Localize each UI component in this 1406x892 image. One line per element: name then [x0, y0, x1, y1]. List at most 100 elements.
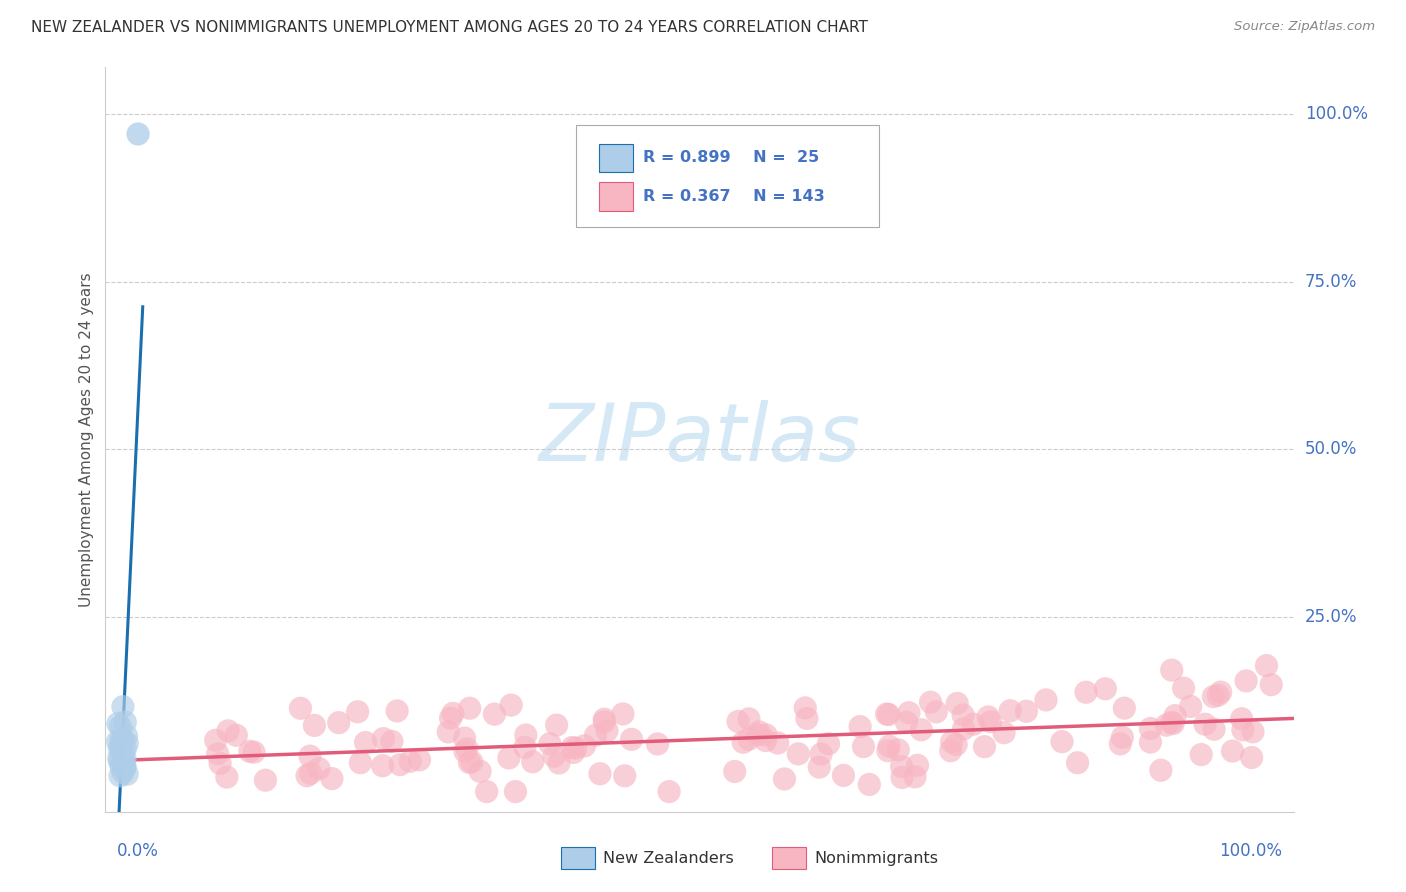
Point: [108, 754, 131, 768]
Point: [304, 718, 326, 732]
Text: New Zealanders: New Zealanders: [603, 851, 734, 865]
Point: [941, 735, 963, 749]
Point: [877, 707, 900, 722]
Point: [111, 756, 134, 771]
Point: [1050, 734, 1073, 748]
Point: [1154, 718, 1177, 732]
Point: [904, 770, 927, 784]
Point: [371, 758, 394, 772]
Point: [1066, 756, 1088, 770]
Point: [849, 720, 872, 734]
Point: [1150, 763, 1173, 777]
Point: [748, 724, 770, 739]
Point: [408, 753, 430, 767]
Point: [1139, 735, 1161, 749]
Point: [897, 706, 920, 720]
Point: [658, 784, 681, 798]
Point: [461, 755, 484, 769]
Point: [110, 741, 132, 756]
Point: [1234, 673, 1257, 688]
Point: [111, 735, 134, 749]
Point: [453, 731, 475, 745]
Point: [1202, 723, 1225, 737]
Point: [1202, 690, 1225, 704]
Point: [977, 710, 1000, 724]
Text: ZIPatlas: ZIPatlas: [538, 401, 860, 478]
Point: [111, 732, 134, 747]
Point: [755, 728, 778, 742]
Point: [946, 697, 969, 711]
Point: [107, 716, 129, 731]
Point: [808, 760, 831, 774]
Point: [207, 747, 229, 761]
Point: [1230, 712, 1253, 726]
Point: [907, 758, 929, 772]
Point: [612, 706, 634, 721]
Point: [515, 728, 537, 742]
Point: [1241, 724, 1264, 739]
Point: [114, 741, 136, 756]
Point: [346, 705, 368, 719]
Point: [796, 711, 818, 725]
Point: [108, 751, 131, 765]
Point: [1194, 717, 1216, 731]
Text: R = 0.899    N =  25: R = 0.899 N = 25: [643, 151, 818, 165]
Point: [787, 747, 810, 761]
Point: [115, 767, 138, 781]
Point: [1232, 723, 1254, 737]
Point: [548, 756, 571, 770]
Point: [209, 756, 232, 771]
Point: [1035, 693, 1057, 707]
Point: [852, 739, 875, 754]
Point: [596, 723, 619, 738]
Point: [620, 732, 643, 747]
Point: [127, 127, 149, 141]
Text: 75.0%: 75.0%: [1305, 273, 1357, 291]
Point: [910, 723, 932, 737]
Point: [887, 743, 910, 757]
Point: [299, 749, 322, 764]
Point: [1222, 744, 1244, 758]
Point: [475, 784, 498, 798]
Point: [458, 701, 481, 715]
Point: [817, 737, 839, 751]
Point: [321, 772, 343, 786]
Point: [858, 777, 880, 791]
Point: [561, 740, 583, 755]
Point: [1260, 678, 1282, 692]
Point: [755, 733, 778, 747]
Point: [108, 741, 131, 756]
Point: [114, 760, 136, 774]
Point: [389, 757, 412, 772]
Point: [877, 739, 900, 754]
Point: [945, 738, 967, 752]
Text: 25.0%: 25.0%: [1305, 608, 1357, 626]
Point: [794, 701, 817, 715]
Point: [896, 715, 918, 730]
Point: [1209, 685, 1232, 699]
Point: [876, 744, 898, 758]
Point: [613, 769, 636, 783]
Text: R = 0.367    N = 143: R = 0.367 N = 143: [643, 189, 824, 203]
Point: [1074, 685, 1097, 699]
Point: [243, 745, 266, 759]
Point: [546, 718, 568, 732]
Point: [399, 754, 422, 768]
Point: [980, 714, 1002, 729]
Point: [456, 741, 478, 756]
Point: [115, 729, 138, 743]
Point: [952, 708, 974, 723]
Point: [501, 698, 523, 712]
Point: [952, 722, 974, 736]
Point: [114, 715, 136, 730]
Point: [1139, 722, 1161, 736]
Point: [538, 737, 561, 751]
Point: [738, 732, 761, 747]
Point: [1000, 704, 1022, 718]
Point: [110, 719, 132, 733]
Point: [973, 739, 995, 754]
Point: [111, 699, 134, 714]
Text: NEW ZEALANDER VS NONIMMIGRANTS UNEMPLOYMENT AMONG AGES 20 TO 24 YEARS CORRELATIO: NEW ZEALANDER VS NONIMMIGRANTS UNEMPLOYM…: [31, 20, 868, 35]
Point: [385, 704, 408, 718]
Point: [295, 769, 318, 783]
